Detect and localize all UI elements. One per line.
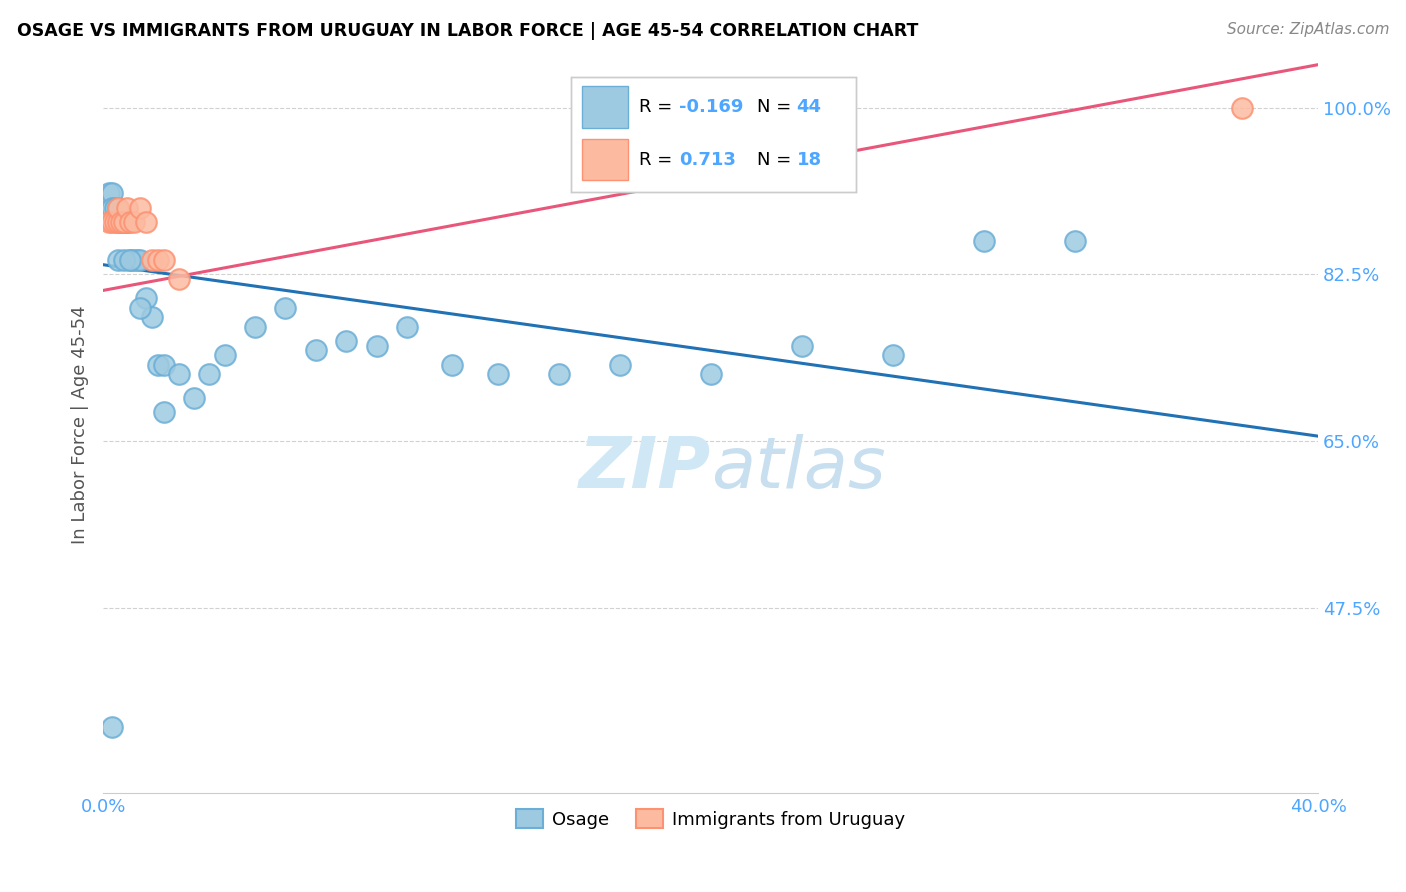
- Point: [112, 252, 135, 267]
- Point: [120, 215, 142, 229]
- Legend: Osage, Immigrants from Uruguay: Osage, Immigrants from Uruguay: [509, 802, 912, 836]
- Y-axis label: In Labor Force | Age 45-54: In Labor Force | Age 45-54: [72, 305, 89, 543]
- Point: [122, 215, 145, 229]
- Point: [125, 252, 148, 267]
- Point: [366, 339, 388, 353]
- Point: [441, 358, 464, 372]
- Point: [98, 215, 121, 229]
- Text: OSAGE VS IMMIGRANTS FROM URUGUAY IN LABOR FORCE | AGE 45-54 CORRELATION CHART: OSAGE VS IMMIGRANTS FROM URUGUAY IN LABO…: [17, 22, 918, 40]
- Point: [101, 720, 124, 734]
- Point: [167, 368, 190, 382]
- Point: [685, 101, 707, 115]
- Point: [107, 215, 129, 229]
- Point: [107, 252, 129, 267]
- Point: [107, 201, 129, 215]
- Point: [335, 334, 357, 348]
- Point: [117, 201, 139, 215]
- Point: [973, 234, 995, 248]
- Point: [101, 201, 124, 215]
- Point: [135, 291, 157, 305]
- Point: [141, 310, 163, 324]
- Point: [882, 348, 904, 362]
- Point: [128, 301, 150, 315]
- Point: [104, 215, 127, 229]
- Point: [110, 215, 132, 229]
- Point: [153, 252, 176, 267]
- Text: atlas: atlas: [710, 434, 886, 503]
- Point: [183, 391, 205, 405]
- Point: [135, 215, 157, 229]
- Point: [243, 319, 266, 334]
- Point: [486, 368, 509, 382]
- Point: [167, 272, 190, 286]
- Point: [107, 215, 129, 229]
- Point: [101, 186, 124, 201]
- Point: [117, 215, 139, 229]
- Point: [395, 319, 418, 334]
- Point: [274, 301, 297, 315]
- Point: [146, 358, 169, 372]
- Point: [128, 252, 150, 267]
- Point: [120, 252, 142, 267]
- Text: ZIP: ZIP: [578, 434, 710, 503]
- Point: [98, 186, 121, 201]
- Point: [699, 368, 721, 382]
- Point: [117, 215, 139, 229]
- Point: [198, 368, 221, 382]
- Point: [101, 215, 124, 229]
- Point: [214, 348, 236, 362]
- Point: [609, 358, 631, 372]
- Point: [122, 252, 145, 267]
- Point: [120, 252, 142, 267]
- Point: [1064, 234, 1087, 248]
- Point: [547, 368, 569, 382]
- Point: [146, 252, 169, 267]
- Point: [305, 343, 328, 358]
- Point: [128, 201, 150, 215]
- Point: [110, 215, 132, 229]
- Point: [110, 215, 132, 229]
- Point: [112, 215, 135, 229]
- Point: [153, 405, 176, 419]
- Text: Source: ZipAtlas.com: Source: ZipAtlas.com: [1226, 22, 1389, 37]
- Point: [141, 252, 163, 267]
- Point: [112, 215, 135, 229]
- Point: [107, 201, 129, 215]
- Point: [1230, 101, 1253, 115]
- Point: [790, 339, 813, 353]
- Point: [153, 358, 176, 372]
- Point: [104, 201, 127, 215]
